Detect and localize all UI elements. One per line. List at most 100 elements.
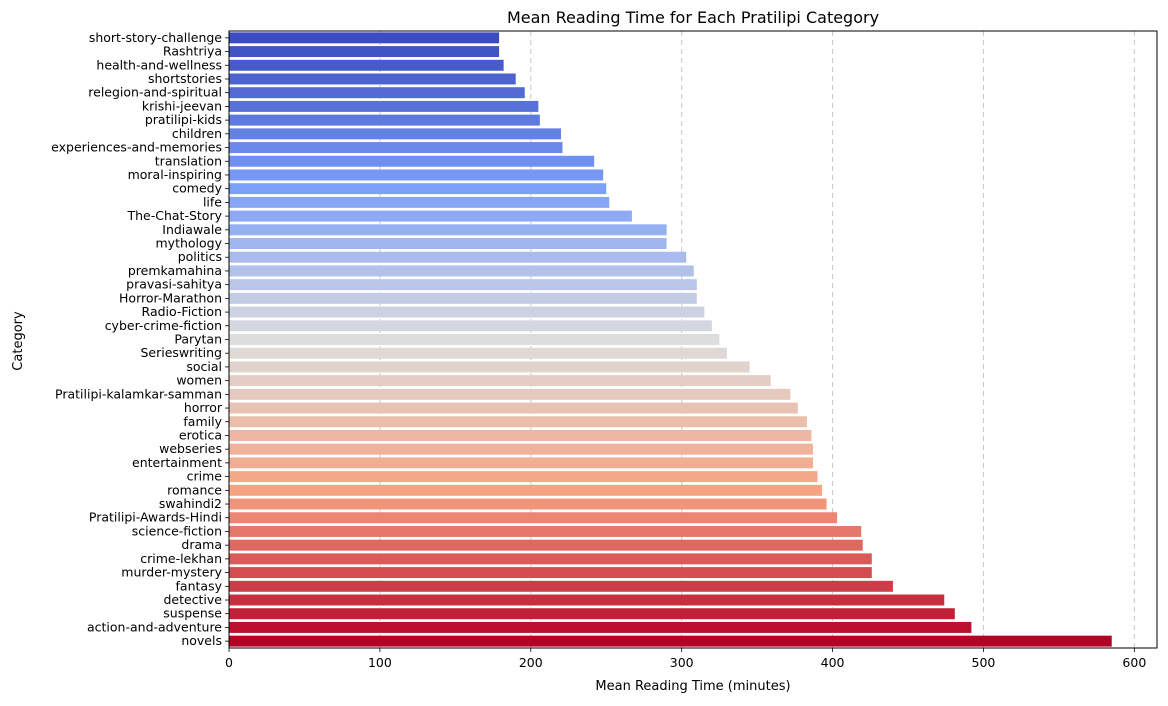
x-tick-label: 400 [821,655,845,670]
x-tick-label: 100 [368,655,392,670]
axes [225,30,1158,652]
bar-Horror-Marathon [229,292,697,304]
bar-moral-inspiring [229,169,604,181]
y-tick-label: women [176,373,222,388]
x-tick-labels: 0 100 200 300 400 500 600 [225,655,1146,670]
y-tick-label: fantasy [176,578,223,593]
y-tick-label: experiences-and-memories [51,140,222,155]
bar-family [229,416,807,428]
y-tick-label: pravasi-sahitya [126,277,222,292]
y-tick-label: children [172,126,222,141]
bar-women [229,375,771,387]
bar-life [229,196,610,208]
y-tick-label: Pratilipi-kalamkar-samman [55,386,222,401]
y-tick-label: suspense [163,606,222,621]
bar-experiences-and-memories [229,142,563,154]
y-tick-label: Indiawale [162,222,222,237]
x-tick-label: 200 [519,655,543,670]
y-tick-label: swahindi2 [159,496,222,511]
bar-Radio-Fiction [229,306,705,318]
y-tick-label: Horror-Marathon [119,290,222,305]
y-tick-label: The-Chat-Story [126,208,222,223]
x-tick-label: 0 [225,655,233,670]
bar-relegion-and-spiritual [229,87,525,99]
y-tick-label: Parytan [174,332,222,347]
bar-romance [229,484,823,496]
bar-novels [229,635,1112,647]
y-tick-label: cyber-crime-fiction [105,318,222,333]
y-tick-label: Pratilipi-Awards-Hindi [89,510,222,525]
y-tick-label: science-fiction [132,523,222,538]
bar-crime-lekhan [229,553,872,565]
x-tick-label: 300 [670,655,694,670]
bar-murder-mystery [229,567,872,579]
y-tick-label: krishi-jeevan [142,98,222,113]
y-tick-label: webseries [159,441,222,456]
bar-health-and-wellness [229,59,504,71]
x-tick-label: 500 [972,655,996,670]
bar-horror [229,402,798,414]
bar-Parytan [229,334,720,345]
bar-erotica [229,429,812,441]
bar-swahindi2 [229,498,827,510]
bar-children [229,128,561,140]
bar-pratilipi-kids [229,114,540,126]
y-tick-label: life [203,194,222,209]
y-tick-label: horror [184,400,223,415]
bar-short-story-challenge [229,32,500,44]
bar-Indiawale [229,224,667,236]
bar-social [229,361,750,373]
y-tick-label: detective [163,592,222,607]
x-tick-label: 600 [1122,655,1146,670]
y-tick-label: action-and-adventure [87,619,222,634]
bar-crime [229,471,818,483]
y-tick-label: mythology [156,236,223,251]
bar-detective [229,594,945,606]
y-tick-label: novels [181,633,222,648]
x-axis-label: Mean Reading Time (minutes) [595,679,790,694]
bar-premkamahina [229,265,694,277]
y-tick-label: social [186,359,222,374]
bar-pravasi-sahitya [229,279,697,291]
y-tick-label: translation [155,153,222,168]
bar-action-and-adventure [229,621,972,633]
y-tick-label: politics [178,249,222,264]
y-tick-label: Rashtriya [163,44,222,59]
y-tick-label: crime [187,469,223,484]
bar-Pratilipi-kalamkar-samman [229,388,791,400]
bar-The-Chat-Story [229,210,632,222]
bar-translation [229,155,595,167]
y-tick-label: drama [181,537,222,552]
y-tick-label: shortstories [148,71,222,86]
y-tick-label: Serieswriting [140,345,222,360]
bar-krishi-jeevan [229,100,539,112]
bars [229,32,1112,647]
y-tick-label: erotica [179,427,222,442]
bar-Rashtriya [229,46,500,58]
y-axis-label: Category [11,311,26,371]
bar-comedy [229,183,607,195]
bar-mythology [229,238,667,250]
y-tick-labels: short-story-challengeRashtriyahealth-and… [51,30,223,648]
bar-science-fiction [229,525,862,537]
y-tick-label: premkamahina [128,263,222,278]
y-tick-label: health-and-wellness [96,57,222,72]
y-tick-label: moral-inspiring [128,167,222,182]
y-tick-label: crime-lekhan [140,551,222,566]
bar-shortstories [229,73,516,85]
y-tick-label: pratilipi-kids [145,112,222,127]
y-tick-label: entertainment [132,455,222,470]
bar-webseries [229,443,813,455]
bar-fantasy [229,580,893,592]
bar-entertainment [229,457,813,469]
y-tick-label: Radio-Fiction [142,304,222,319]
bar-politics [229,251,687,263]
y-tick-label: comedy [172,181,222,196]
y-tick-label: relegion-and-spiritual [88,85,222,100]
bar-drama [229,539,863,551]
y-tick-label: short-story-challenge [89,30,222,45]
chart-title: Mean Reading Time for Each Pratilipi Cat… [507,8,879,27]
y-tick-label: romance [167,482,222,497]
